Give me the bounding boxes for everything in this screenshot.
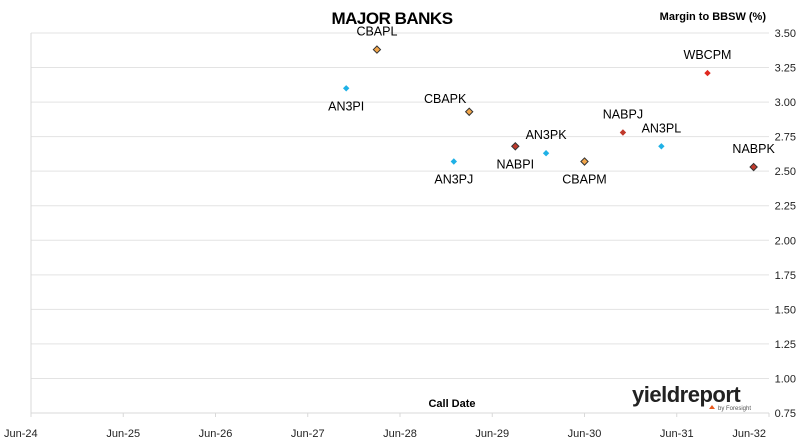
y-tick-label: 3.25 — [775, 63, 796, 75]
y-tick-label: 2.50 — [775, 166, 796, 178]
y-tick-label: 3.00 — [775, 97, 796, 109]
data-point-labels: CBAPL AN3PI CBAPK NABPI AN3PJ AN3PK CBAPM NABPJ… — [328, 25, 775, 187]
y-tick-label: 2.25 — [775, 201, 796, 213]
y-axis-ticks: 0.75 1.00 1.25 1.50 1.75 2.00 2.25 2.50 2.75 3.00… — [775, 28, 796, 420]
data-point-wbcpm — [704, 69, 711, 77]
data-point-nabpj — [619, 129, 627, 136]
y-tick-label: 3.50 — [775, 28, 796, 40]
y-tick-label: 1.00 — [775, 373, 796, 385]
y-tick-label: 2.00 — [775, 235, 796, 247]
data-point-an3pi — [342, 85, 350, 92]
data-point-cbapm — [580, 157, 589, 166]
x-tick-label: Jun-24 — [4, 428, 38, 440]
x-axis-title: Call Date — [428, 398, 475, 410]
chart-title: MAJOR BANKS — [331, 9, 452, 28]
x-tick-label: Jun-30 — [568, 428, 602, 440]
y-axis-title: Margin to BBSW (%) — [660, 11, 767, 23]
data-point-an3pl — [658, 143, 665, 150]
x-tick-label: Jun-29 — [475, 428, 509, 440]
logo-leaf-icon — [709, 405, 715, 409]
x-tick-label: Jun-32 — [732, 428, 766, 440]
data-point-cbapl — [372, 45, 382, 54]
data-label-cbapk: CBAPK — [424, 92, 467, 106]
data-label-an3pl: AN3PL — [642, 121, 682, 135]
yieldreport-logo: yieldreport by Foresight — [632, 382, 751, 412]
y-tick-label: 0.75 — [775, 408, 796, 420]
grid-lines — [30, 32, 769, 413]
data-points — [342, 45, 758, 172]
data-label-nabpi: NABPI — [497, 157, 535, 171]
y-tick-label: 1.25 — [775, 339, 796, 351]
data-point-nabpi — [511, 142, 520, 151]
data-label-an3pj: AN3PJ — [434, 173, 473, 187]
data-label-cbapl: CBAPL — [356, 25, 397, 39]
x-tick-label: Jun-26 — [199, 428, 233, 440]
x-tick-label: Jun-27 — [291, 428, 325, 440]
data-point-nabpk — [749, 162, 758, 172]
data-label-wbcpm: WBCPM — [684, 48, 732, 62]
x-tick-label: Jun-28 — [383, 428, 417, 440]
logo-brand-accent: report — [680, 382, 742, 407]
x-tick-label: Jun-25 — [106, 428, 140, 440]
y-tick-label: 1.50 — [775, 304, 796, 316]
x-axis-ticks: Jun-24 Jun-25 Jun-26 Jun-27 Jun-28 Jun-29 Jun-… — [4, 413, 770, 440]
data-point-an3pj — [450, 158, 458, 165]
logo-brand-main: yield — [632, 382, 680, 407]
logo-byline: by Foresight — [718, 406, 751, 412]
data-point-cbapk — [464, 107, 474, 117]
data-label-an3pi: AN3PI — [328, 99, 364, 113]
data-label-nabpj: NABPJ — [603, 107, 643, 121]
data-label-nabpk: NABPK — [732, 142, 775, 156]
svg-text:yieldreport: yieldreport — [632, 382, 741, 407]
data-label-cbapm: CBAPM — [562, 173, 606, 187]
data-label-an3pk: AN3PK — [526, 128, 568, 142]
data-point-an3pk — [542, 150, 550, 157]
y-tick-label: 1.75 — [775, 270, 796, 282]
x-tick-label: Jun-31 — [660, 428, 694, 440]
y-tick-label: 2.75 — [775, 132, 796, 144]
